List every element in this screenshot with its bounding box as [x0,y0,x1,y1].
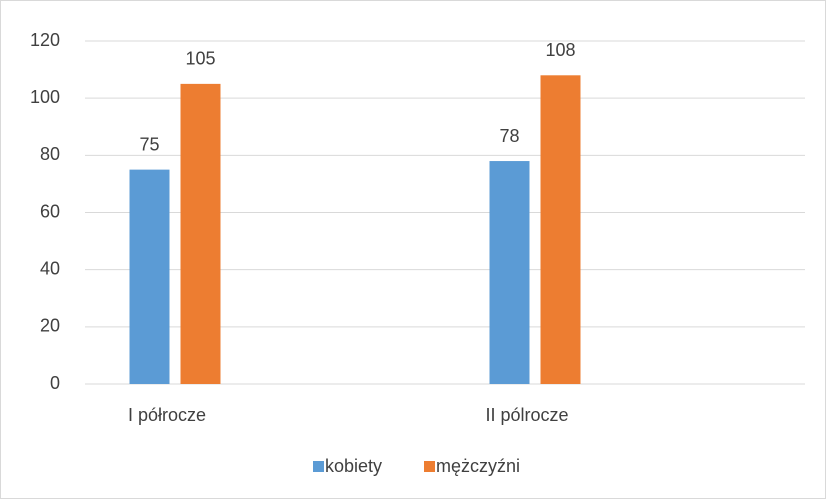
bar [540,75,581,385]
y-tick-label: 120 [30,30,60,50]
bar [180,83,221,384]
x-tick-label: I półrocze [128,405,206,425]
legend-label: mężczyźni [436,456,520,476]
bar [129,169,170,384]
y-tick-label: 80 [40,144,60,164]
y-tick-label: 20 [40,316,60,336]
data-label: 108 [545,40,575,60]
y-tick-label: 0 [50,373,60,393]
legend-swatch [424,461,435,472]
data-label: 78 [499,126,519,146]
data-label: 105 [185,49,215,69]
bar [489,161,530,384]
x-tick-label: II pólrocze [485,405,568,425]
legend-swatch [313,461,324,472]
y-tick-label: 40 [40,258,60,278]
y-tick-label: 100 [30,87,60,107]
legend-label: kobiety [325,456,382,476]
y-tick-label: 60 [40,201,60,221]
data-label: 75 [139,134,159,154]
